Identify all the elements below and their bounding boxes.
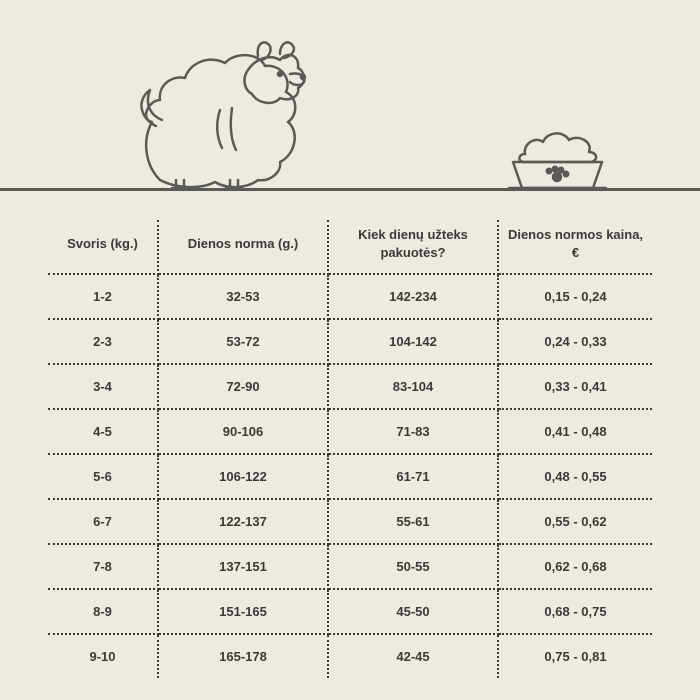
- cell-days: 71-83: [328, 409, 498, 454]
- col-header-norm: Dienos norma (g.): [158, 220, 328, 274]
- table-row: 7-8137-15150-550,62 - 0,68: [48, 544, 652, 589]
- cell-norm: 151-165: [158, 589, 328, 634]
- feeding-table: Svoris (kg.) Dienos norma (g.) Kiek dien…: [48, 220, 652, 678]
- dog-icon: [130, 30, 310, 190]
- col-header-weight: Svoris (kg.): [48, 220, 158, 274]
- table-row: 2-353-72104-1420,24 - 0,33: [48, 319, 652, 364]
- cell-weight: 4-5: [48, 409, 158, 454]
- cell-price: 0,48 - 0,55: [498, 454, 652, 499]
- cell-norm: 165-178: [158, 634, 328, 678]
- table-body: 1-232-53142-2340,15 - 0,242-353-72104-14…: [48, 274, 652, 678]
- table-row: 9-10165-17842-450,75 - 0,81: [48, 634, 652, 678]
- cell-weight: 2-3: [48, 319, 158, 364]
- cell-weight: 6-7: [48, 499, 158, 544]
- cell-days: 104-142: [328, 319, 498, 364]
- cell-norm: 32-53: [158, 274, 328, 319]
- col-header-days: Kiek dienų užteks pakuotės?: [328, 220, 498, 274]
- cell-weight: 5-6: [48, 454, 158, 499]
- cell-days: 61-71: [328, 454, 498, 499]
- cell-weight: 8-9: [48, 589, 158, 634]
- table-row: 5-6106-12261-710,48 - 0,55: [48, 454, 652, 499]
- cell-days: 42-45: [328, 634, 498, 678]
- cell-weight: 1-2: [48, 274, 158, 319]
- cell-days: 50-55: [328, 544, 498, 589]
- cell-days: 142-234: [328, 274, 498, 319]
- cell-price: 0,68 - 0,75: [498, 589, 652, 634]
- cell-norm: 106-122: [158, 454, 328, 499]
- cell-price: 0,33 - 0,41: [498, 364, 652, 409]
- table-row: 4-590-10671-830,41 - 0,48: [48, 409, 652, 454]
- cell-days: 45-50: [328, 589, 498, 634]
- table-row: 8-9151-16545-500,68 - 0,75: [48, 589, 652, 634]
- cell-weight: 3-4: [48, 364, 158, 409]
- table-header-row: Svoris (kg.) Dienos norma (g.) Kiek dien…: [48, 220, 652, 274]
- illustration-area: [0, 0, 700, 195]
- table-row: 1-232-53142-2340,15 - 0,24: [48, 274, 652, 319]
- table-row: 6-7122-13755-610,55 - 0,62: [48, 499, 652, 544]
- cell-weight: 9-10: [48, 634, 158, 678]
- cell-days: 55-61: [328, 499, 498, 544]
- food-bowl-icon: [505, 130, 610, 192]
- col-header-price: Dienos normos kaina, €: [498, 220, 652, 274]
- cell-norm: 72-90: [158, 364, 328, 409]
- cell-price: 0,75 - 0,81: [498, 634, 652, 678]
- cell-price: 0,55 - 0,62: [498, 499, 652, 544]
- cell-days: 83-104: [328, 364, 498, 409]
- cell-price: 0,24 - 0,33: [498, 319, 652, 364]
- cell-price: 0,62 - 0,68: [498, 544, 652, 589]
- cell-norm: 122-137: [158, 499, 328, 544]
- table-row: 3-472-9083-1040,33 - 0,41: [48, 364, 652, 409]
- cell-norm: 137-151: [158, 544, 328, 589]
- cell-norm: 53-72: [158, 319, 328, 364]
- cell-weight: 7-8: [48, 544, 158, 589]
- cell-price: 0,15 - 0,24: [498, 274, 652, 319]
- cell-norm: 90-106: [158, 409, 328, 454]
- cell-price: 0,41 - 0,48: [498, 409, 652, 454]
